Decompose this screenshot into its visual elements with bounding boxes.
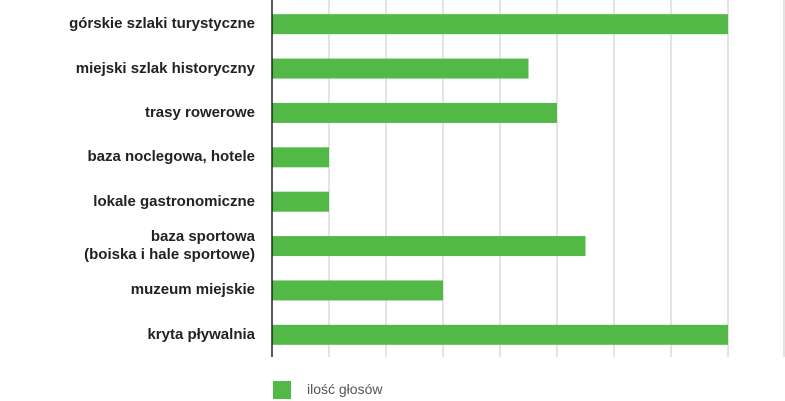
legend-swatch [273, 381, 291, 399]
y-tick-label: lokale gastronomiczne [93, 192, 255, 210]
y-tick-label: górskie szlaki turystyczne [69, 15, 255, 33]
bar [272, 280, 443, 301]
bar [272, 191, 329, 212]
bar [272, 147, 329, 168]
y-tick-label: kryta pływalnia [147, 325, 255, 343]
y-tick-label: muzeum miejskie [130, 281, 255, 299]
y-tick-label: baza noclegowa, hotele [87, 148, 255, 166]
y-tick-label: trasy rowerowe [144, 103, 255, 121]
bar [272, 236, 586, 257]
bar [272, 102, 557, 123]
legend-label: ilość głosów [307, 381, 383, 397]
y-tick-label: baza sportowa (boiska i hale sportowe) [84, 228, 255, 264]
bar [272, 14, 728, 35]
bar [272, 58, 529, 79]
bar [272, 324, 728, 345]
y-tick-label: miejski szlak historyczny [75, 59, 255, 77]
